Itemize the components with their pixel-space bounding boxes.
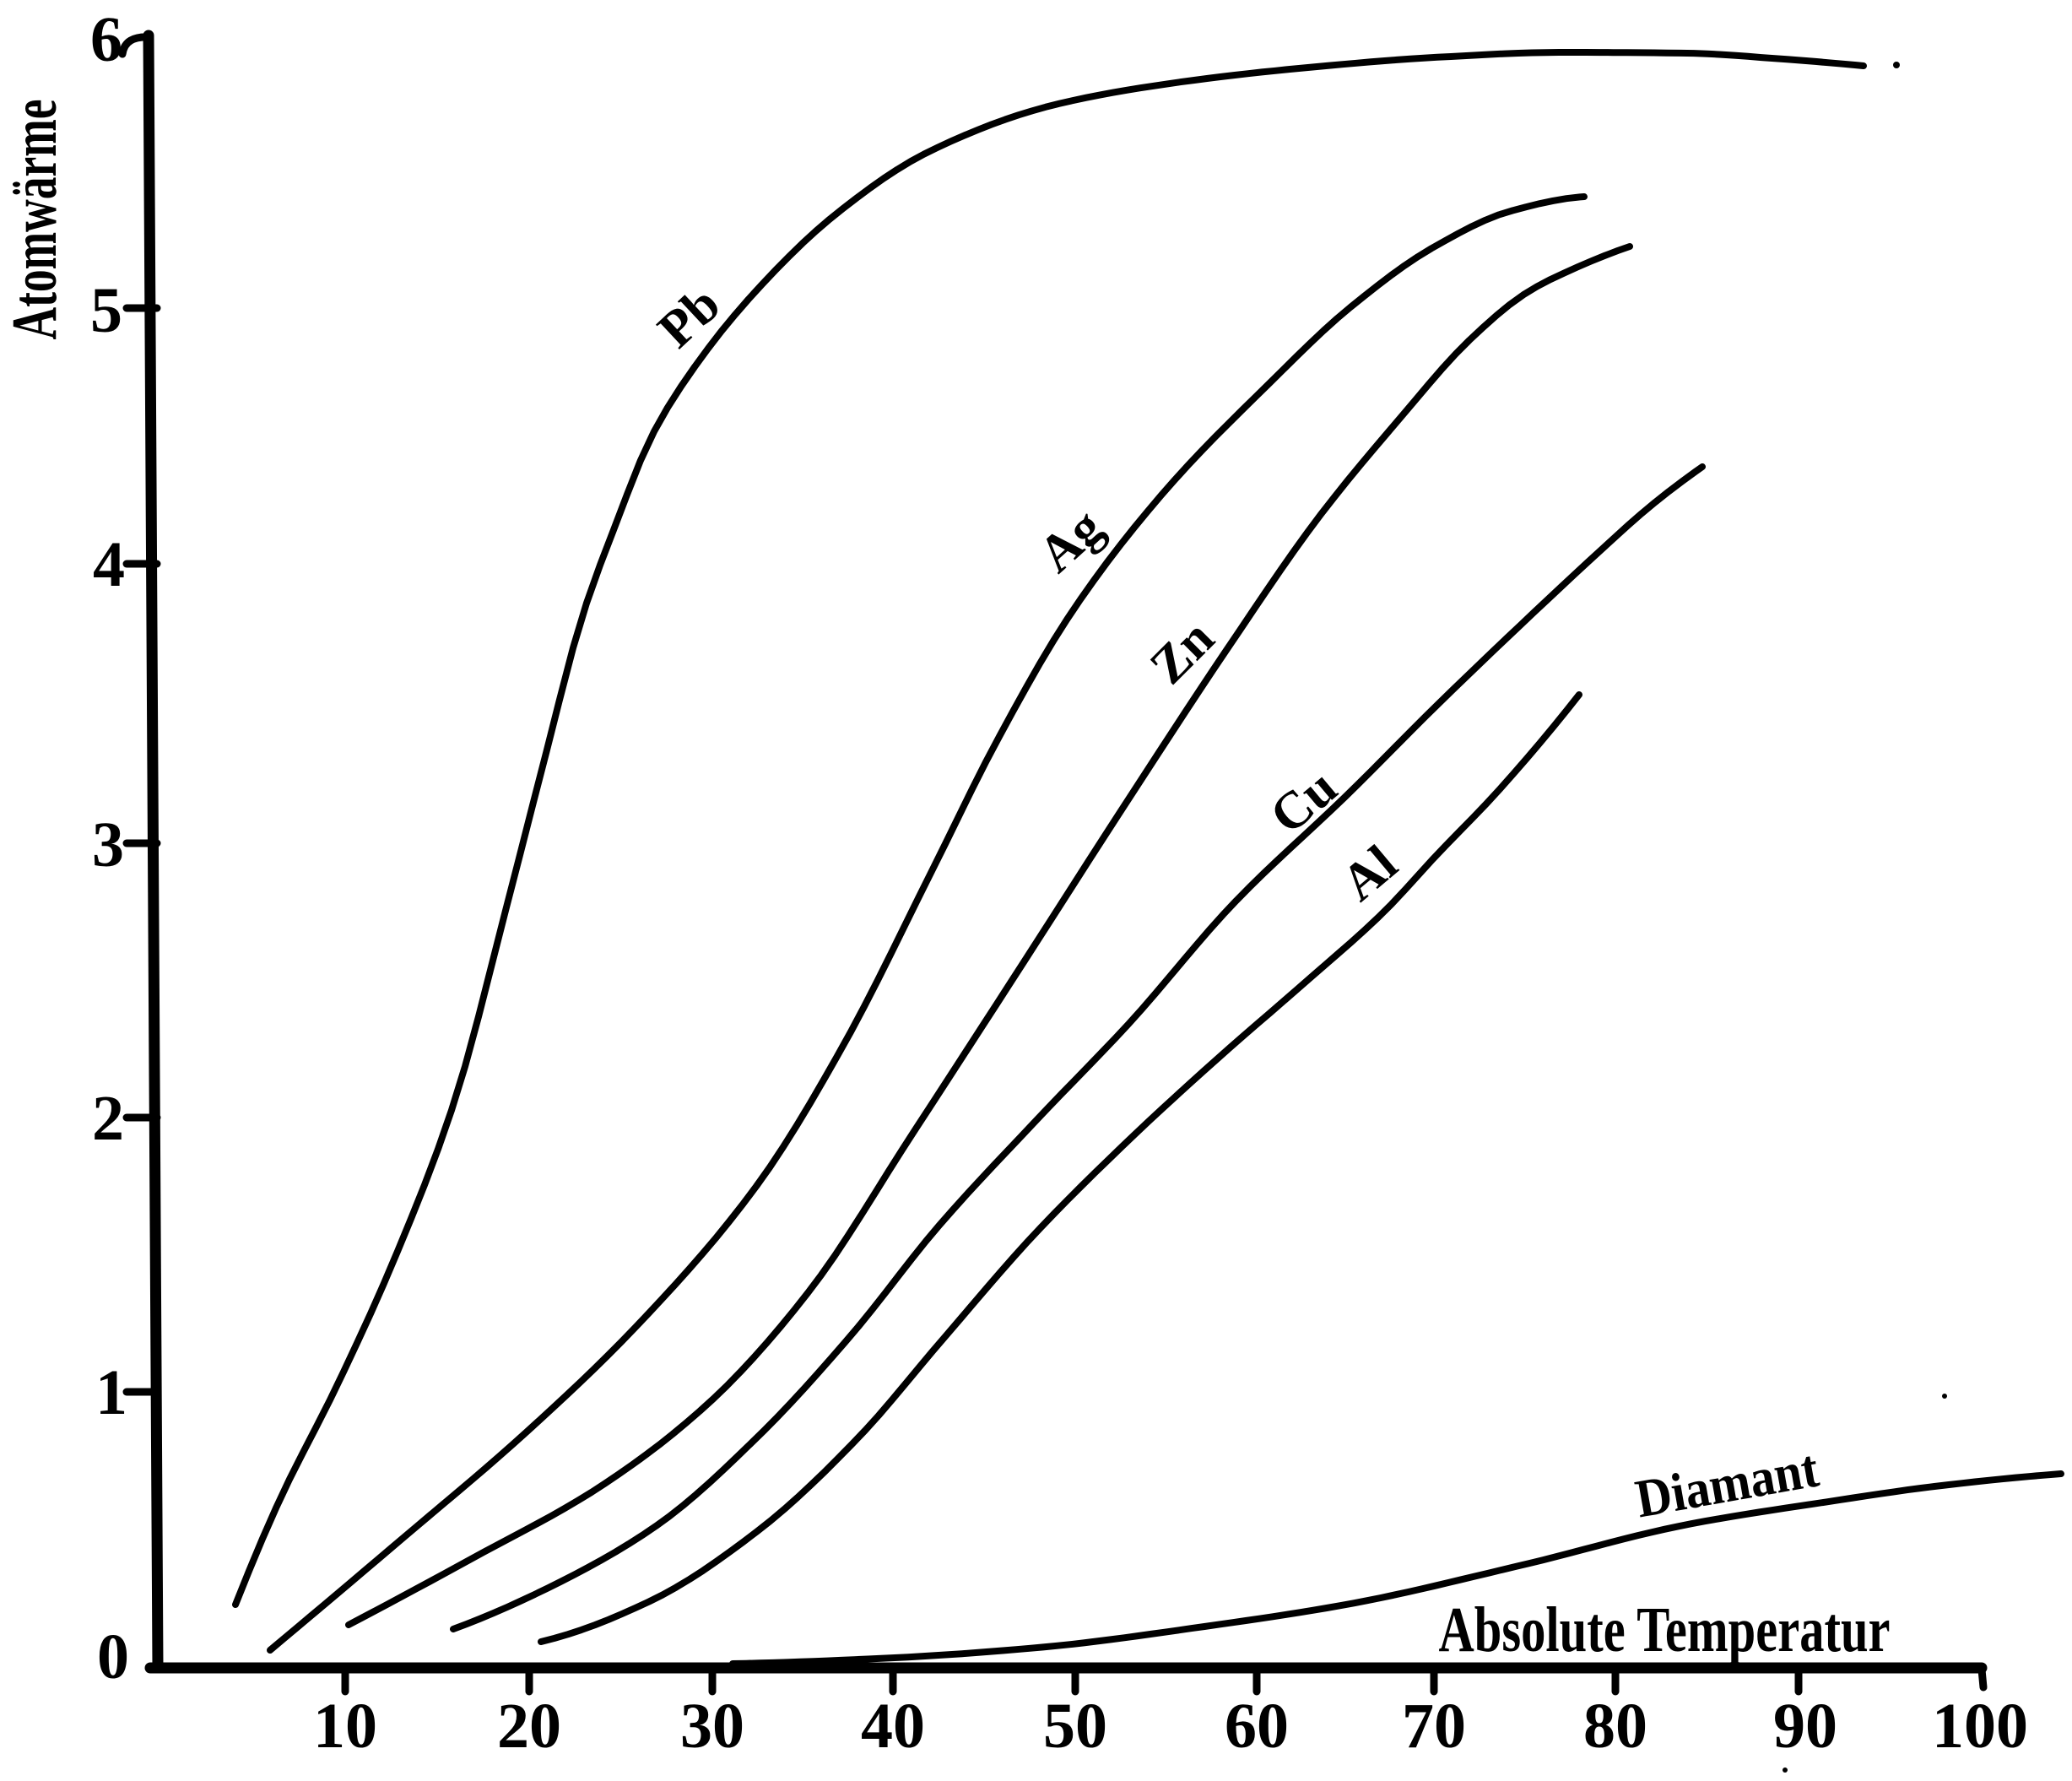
svg-text:90: 90 bbox=[1773, 1691, 1837, 1762]
svg-text:40: 40 bbox=[861, 1691, 925, 1762]
svg-text:5: 5 bbox=[90, 275, 122, 346]
svg-text:2: 2 bbox=[92, 1083, 124, 1154]
svg-text:6: 6 bbox=[90, 4, 122, 75]
svg-text:30: 30 bbox=[680, 1691, 744, 1762]
svg-text:60: 60 bbox=[1225, 1691, 1289, 1762]
svg-text:1: 1 bbox=[95, 1357, 127, 1428]
svg-text:3: 3 bbox=[92, 809, 124, 880]
svg-text:80: 80 bbox=[1583, 1691, 1647, 1762]
svg-text:100: 100 bbox=[1932, 1691, 2028, 1762]
svg-text:70: 70 bbox=[1402, 1691, 1466, 1762]
svg-text:50: 50 bbox=[1043, 1691, 1107, 1762]
svg-text:Absolute Temperatur: Absolute Temperatur bbox=[1439, 1594, 1891, 1665]
svg-text:20: 20 bbox=[497, 1691, 561, 1762]
svg-text:4: 4 bbox=[93, 529, 125, 600]
svg-text:Atomwärme: Atomwärme bbox=[0, 100, 70, 340]
svg-text:0: 0 bbox=[97, 1621, 129, 1692]
svg-text:10: 10 bbox=[313, 1691, 377, 1762]
